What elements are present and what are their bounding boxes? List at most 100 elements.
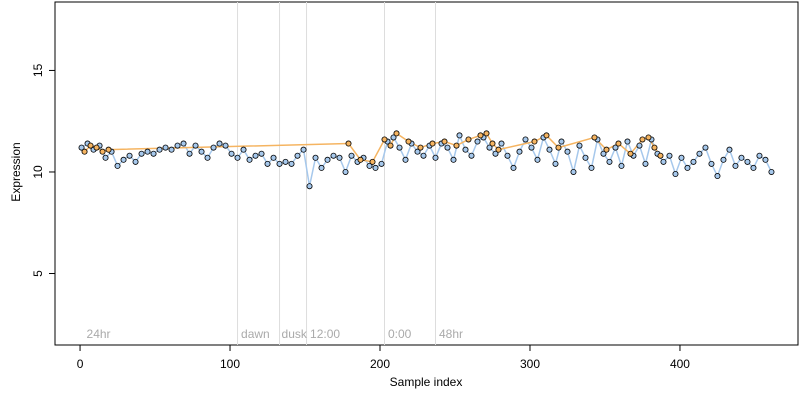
point bbox=[483, 130, 490, 137]
point bbox=[453, 142, 460, 149]
point bbox=[282, 158, 289, 165]
point bbox=[150, 150, 157, 157]
point bbox=[378, 160, 385, 167]
point bbox=[696, 150, 703, 157]
point bbox=[624, 138, 631, 145]
annotation: 0:00 bbox=[388, 327, 412, 341]
point bbox=[666, 152, 673, 159]
point bbox=[486, 144, 493, 151]
point bbox=[345, 140, 352, 147]
point bbox=[570, 168, 577, 175]
point bbox=[306, 183, 313, 190]
point bbox=[576, 142, 583, 149]
point bbox=[510, 164, 517, 171]
point bbox=[558, 138, 565, 145]
point bbox=[381, 136, 388, 143]
point bbox=[210, 144, 217, 151]
x-axis-label: Sample index bbox=[390, 375, 463, 389]
point bbox=[468, 152, 475, 159]
point bbox=[750, 164, 757, 171]
point bbox=[708, 160, 715, 167]
point bbox=[450, 156, 457, 163]
annotation: 12:00 bbox=[310, 327, 340, 341]
point bbox=[366, 162, 373, 169]
point bbox=[300, 146, 307, 153]
point bbox=[600, 150, 607, 157]
point bbox=[390, 134, 397, 141]
point bbox=[396, 144, 403, 151]
point bbox=[348, 152, 355, 159]
point bbox=[372, 164, 379, 171]
point bbox=[402, 156, 409, 163]
point bbox=[768, 168, 775, 175]
point bbox=[522, 136, 529, 143]
point bbox=[330, 152, 337, 159]
plot-frame bbox=[54, 1, 799, 346]
point bbox=[738, 154, 745, 161]
point bbox=[318, 164, 325, 171]
point bbox=[174, 142, 181, 149]
point bbox=[528, 144, 535, 151]
point bbox=[552, 160, 559, 167]
point bbox=[543, 132, 550, 139]
point bbox=[732, 162, 739, 169]
point bbox=[387, 142, 394, 149]
point bbox=[288, 160, 295, 167]
point bbox=[678, 154, 685, 161]
point bbox=[78, 144, 85, 151]
point bbox=[162, 144, 169, 151]
point bbox=[756, 152, 763, 159]
annotation: dawn bbox=[241, 327, 270, 341]
point bbox=[588, 164, 595, 171]
point bbox=[465, 136, 472, 143]
point bbox=[690, 158, 697, 165]
point bbox=[492, 150, 499, 157]
point bbox=[228, 150, 235, 157]
point bbox=[495, 146, 502, 153]
point bbox=[264, 160, 271, 167]
point bbox=[414, 148, 421, 155]
point bbox=[489, 140, 496, 147]
y-tick-label: 15 bbox=[31, 63, 45, 77]
point bbox=[276, 160, 283, 167]
point bbox=[546, 146, 553, 153]
point bbox=[246, 156, 253, 163]
point bbox=[615, 140, 622, 147]
point bbox=[405, 138, 412, 145]
point bbox=[222, 142, 229, 149]
x-tick-label: 400 bbox=[670, 357, 690, 371]
x-tick-label: 200 bbox=[370, 357, 390, 371]
point bbox=[429, 140, 436, 147]
point bbox=[762, 156, 769, 163]
point bbox=[651, 144, 658, 151]
point bbox=[591, 134, 598, 141]
annotation: 24hr bbox=[87, 327, 111, 341]
x-tick-label: 300 bbox=[520, 357, 540, 371]
point bbox=[618, 162, 625, 169]
point bbox=[660, 158, 667, 165]
x-tick-label: 100 bbox=[220, 357, 240, 371]
point bbox=[684, 164, 691, 171]
point bbox=[81, 148, 88, 155]
point bbox=[252, 152, 259, 159]
point bbox=[606, 158, 613, 165]
point bbox=[393, 130, 400, 137]
point bbox=[216, 140, 223, 147]
point bbox=[240, 146, 247, 153]
point bbox=[198, 148, 205, 155]
point bbox=[342, 168, 349, 175]
point bbox=[186, 150, 193, 157]
point bbox=[627, 150, 634, 157]
point bbox=[420, 152, 427, 159]
point bbox=[726, 146, 733, 153]
point bbox=[612, 144, 619, 151]
point bbox=[603, 146, 610, 153]
point bbox=[102, 154, 109, 161]
point bbox=[120, 156, 127, 163]
point bbox=[462, 146, 469, 153]
point bbox=[672, 171, 679, 178]
point bbox=[714, 173, 721, 180]
point bbox=[441, 138, 448, 145]
point bbox=[270, 154, 277, 161]
